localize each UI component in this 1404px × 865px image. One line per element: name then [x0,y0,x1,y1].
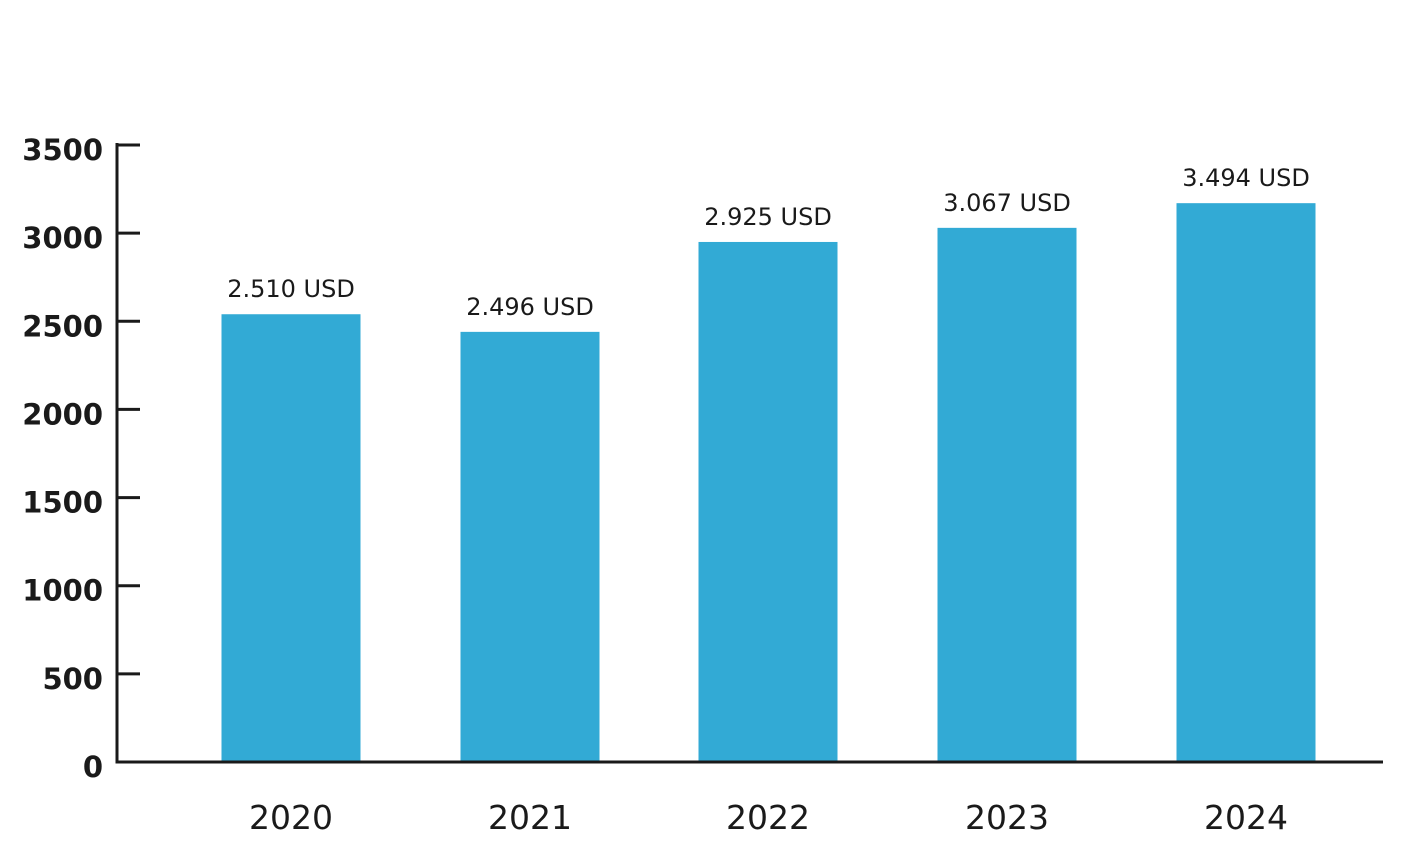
y-axis: 0 500 1000 1500 2000 2500 3000 3500 [22,133,140,784]
x-tick-label-2022: 2022 [726,798,810,837]
bar-2024 [1176,203,1316,762]
y-tick-label-3000: 3000 [22,221,103,255]
y-tick-label-500: 500 [42,662,103,696]
x-tick-label-2020: 2020 [249,798,333,837]
bar-data-labels: 2.510 USD 2.496 USD 2.925 USD 3.067 USD 3.49… [227,164,1310,321]
x-tick-label-2023: 2023 [965,798,1049,837]
data-label-2021: 2.496 USD [466,293,594,321]
y-tick-label-1000: 1000 [22,574,103,608]
x-axis: 2020 2021 2022 2023 2024 [115,760,1383,837]
y-tick-label-2500: 2500 [22,309,103,343]
bars [221,203,1316,763]
y-tick-label-2000: 2000 [22,397,103,431]
bar-2021 [460,331,600,762]
data-label-2024: 3.494 USD [1182,164,1310,192]
data-label-2020: 2.510 USD [227,275,355,303]
y-tick-label-1500: 1500 [22,486,103,520]
x-tick-label-2021: 2021 [488,798,572,837]
y-tick-label-3500: 3500 [22,133,103,167]
x-tick-label-2024: 2024 [1204,798,1288,837]
data-label-2022: 2.925 USD [704,203,832,231]
data-label-2023: 3.067 USD [943,189,1071,217]
y-tick-label-0: 0 [83,750,103,784]
bar-2020 [221,314,361,762]
bar-2022 [698,241,838,762]
bar-2023 [937,227,1077,763]
